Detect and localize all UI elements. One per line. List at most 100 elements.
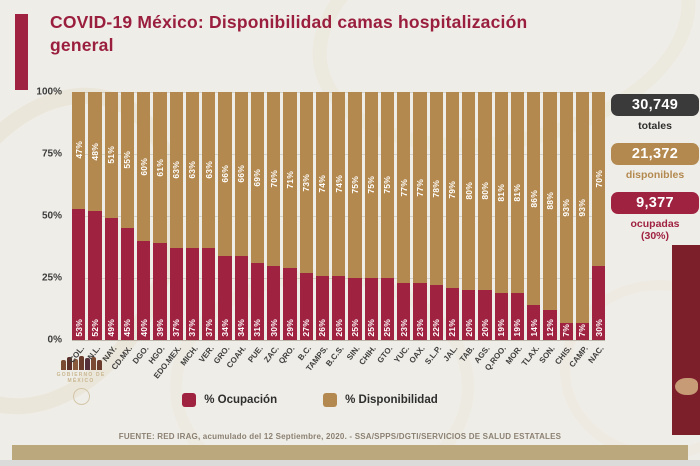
occupation-value-label: 25% [366, 319, 377, 337]
occupation-segment: 25% [364, 278, 378, 340]
availability-segment: 63% [169, 92, 183, 249]
availability-value-label: 77% [414, 178, 425, 197]
sign-language-interpreter-video [672, 245, 700, 435]
bar-group-pue: 69% 31% PUE. [246, 92, 264, 364]
availability-value-label: 66% [219, 165, 230, 183]
bar-group-gto: 75% 25% GTO. [375, 92, 394, 365]
x-axis-label: JAL. [441, 344, 460, 364]
availability-value-label: 60% [138, 157, 149, 176]
y-tick-label: 0% [47, 334, 62, 346]
occupation-value-label: 20% [463, 319, 474, 337]
availability-segment: 48% [88, 92, 102, 212]
occupation-value-label: 29% [284, 319, 295, 337]
availability-segment: 80% [478, 92, 492, 291]
x-axis-label: TAB. [457, 344, 476, 364]
stacked-bar-chart: 47% 53% COL. 48% 52% N.L. 51% 49% NAY. 55% 45% CD.M… [67, 92, 606, 380]
occupation-value-label: 25% [349, 319, 360, 337]
availability-value-label: 61% [154, 158, 165, 177]
availability-value-label: 75% [349, 176, 360, 194]
availability-segment: 70% [267, 92, 281, 266]
occupation-segment: 7% [559, 322, 573, 340]
legend: % Ocupación % Disponibilidad [0, 393, 620, 407]
availability-segment: 74% [315, 92, 329, 276]
availability-value-label: 48% [89, 142, 100, 161]
bar-group-tamps: 74% 26% TAMPS. [304, 92, 329, 373]
occupation-segment: 12% [543, 310, 557, 340]
occupation-value-label: 52% [89, 319, 100, 337]
availability-segment: 74% [332, 92, 346, 276]
availability-value-label: 81% [496, 183, 507, 202]
occupation-value-label: 37% [203, 319, 214, 337]
occupation-value-label: 19% [496, 319, 507, 337]
occupation-value-label: 39% [154, 319, 165, 337]
totals-pill: 30,749 [611, 94, 699, 116]
availability-segment: 79% [445, 92, 459, 288]
bar-group-nac: 70% 30% NAC. [587, 92, 606, 365]
availability-value-label: 73% [301, 173, 312, 192]
bottom-gray-strip [0, 460, 700, 466]
availability-value-label: 74% [317, 174, 328, 193]
occupation-segment: 37% [169, 248, 183, 340]
y-tick-label: 50% [41, 210, 62, 222]
bar-group-qroo: 81% 19% Q.ROO. [483, 92, 508, 372]
occupied-pill: 9,377 [611, 192, 699, 214]
occupied-percent-caption: (30%) [640, 230, 669, 242]
occupation-value-label: 20% [479, 319, 490, 337]
bar-group-jal: 79% 21% JAL. [442, 92, 459, 363]
occupation-segment: 20% [478, 290, 492, 340]
bar-group-tab: 80% 20% TAB. [457, 92, 476, 364]
legend-label: % Disponibilidad [345, 394, 438, 406]
occupation-segment: 21% [445, 287, 459, 340]
occupation-segment: 25% [348, 278, 362, 340]
bar-group-sin: 75% 25% SIN. [345, 92, 362, 362]
occupation-segment: 37% [185, 248, 199, 340]
occupation-value-label: 37% [187, 319, 198, 337]
occupation-segment: 40% [137, 240, 151, 340]
occupation-value-label: 49% [106, 319, 117, 337]
availability-segment: 77% [397, 92, 411, 283]
bar-group-mich: 63% 37% MICH. [178, 92, 199, 367]
gobierno-de-mexico-watermark: GOBIERNO DE MÉXICO [44, 356, 118, 405]
occupation-value-label: 26% [317, 319, 328, 337]
available-pill: 21,372 [611, 143, 699, 165]
availability-value-label: 71% [284, 171, 295, 189]
bar-group-col: 47% 53% COL. [67, 92, 86, 365]
availability-segment: 81% [510, 92, 524, 293]
occupation-segment: 53% [72, 208, 86, 340]
legend-item-disponibilidad: % Disponibilidad [323, 393, 438, 407]
occupation-segment: 37% [202, 248, 216, 340]
x-axis-label: QRO. [277, 344, 297, 366]
bar-group-edomex: 63% 37% EDO.MEX. [152, 92, 183, 380]
availability-segment: 73% [299, 92, 313, 274]
availability-segment: 63% [185, 92, 199, 249]
bars-container: 47% 53% COL. 48% 52% N.L. 51% 49% NAY. 55% 45% CD.M… [67, 92, 606, 380]
x-axis-label: S.L.P. [423, 344, 444, 367]
availability-value-label: 63% [171, 161, 182, 179]
occupation-value-label: 53% [73, 319, 84, 337]
occupation-segment: 30% [267, 265, 281, 340]
availability-segment: 77% [413, 92, 427, 283]
disponibilidad-swatch-icon [323, 393, 338, 407]
bar-group-bc: 73% 27% B.C. [296, 92, 313, 362]
availability-value-label: 86% [528, 189, 539, 208]
occupation-segment: 26% [332, 275, 346, 340]
availability-segment: 60% [137, 92, 151, 241]
availability-value-label: 70% [593, 170, 604, 188]
bar-group-nay: 51% 49% NAY. [100, 92, 118, 363]
occupation-value-label: 37% [171, 319, 182, 337]
occupation-segment: 49% [104, 218, 118, 340]
bar-group-nl: 48% 52% N.L. [86, 92, 102, 361]
x-axis-label: CHIH. [357, 344, 379, 367]
page-title: COVID-19 México: Disponibilidad camas ho… [50, 12, 528, 55]
occupation-segment: 25% [380, 278, 394, 340]
availability-segment: 51% [104, 92, 118, 219]
occupation-value-label: 25% [382, 319, 393, 337]
watermark-line2: MÉXICO [67, 378, 95, 384]
occupation-value-label: 27% [301, 319, 312, 337]
bar-group-dgo: 60% 40% DGO. [131, 92, 151, 366]
availability-segment: 66% [234, 92, 248, 256]
bar-group-bcs: 74% 26% B.C.S. [324, 92, 346, 368]
availability-value-label: 70% [268, 170, 279, 188]
heroes-figures-icon [44, 356, 118, 370]
